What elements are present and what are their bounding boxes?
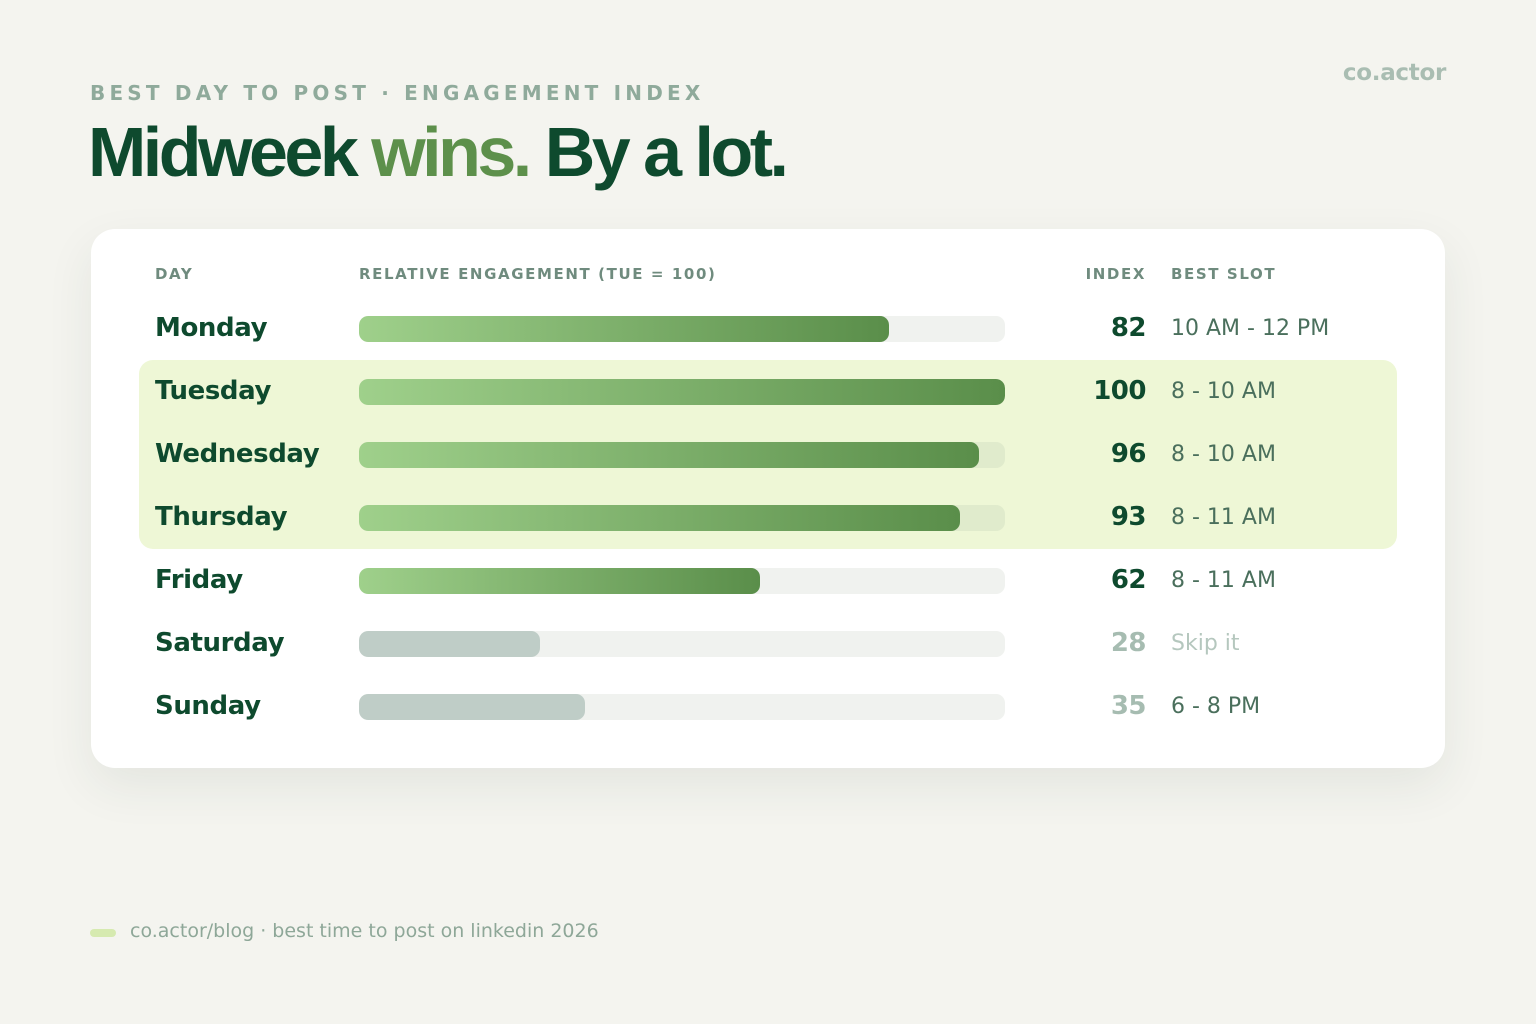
- table-row: Sunday 35 6 - 8 PM: [139, 675, 1397, 738]
- table-row: Wednesday 96 8 - 10 AM: [139, 423, 1397, 486]
- bar-track: [359, 379, 1005, 405]
- bar-track: [359, 442, 1005, 468]
- table-row: Friday 62 8 - 11 AM: [139, 549, 1397, 612]
- footer-pill-icon: [90, 929, 116, 937]
- index-value: 93: [1110, 502, 1147, 532]
- engagement-bar: [359, 316, 889, 342]
- engagement-bar: [359, 505, 960, 531]
- engagement-bar: [359, 631, 540, 657]
- headline-part1: Midweek: [88, 113, 372, 191]
- day-label: Tuesday: [155, 376, 272, 406]
- column-header-best-slot: BEST SLOT: [1171, 265, 1277, 283]
- best-slot-value: 6 - 8 PM: [1171, 694, 1261, 719]
- bar-track: [359, 505, 1005, 531]
- brand-logo: co.actor: [1342, 60, 1446, 86]
- best-slot-value: 8 - 11 AM: [1171, 505, 1276, 530]
- day-label: Friday: [155, 565, 243, 595]
- index-value: 62: [1110, 565, 1147, 595]
- column-header-day: DAY: [155, 265, 194, 283]
- best-slot-value: 8 - 10 AM: [1171, 379, 1276, 404]
- day-label: Monday: [155, 313, 268, 343]
- table-row: Tuesday 100 8 - 10 AM: [139, 360, 1397, 423]
- headline-part2: By a lot.: [528, 113, 789, 191]
- column-header-relative-engagement: RELATIVE ENGAGEMENT (TUE = 100): [359, 265, 717, 283]
- index-value: 28: [1110, 628, 1147, 658]
- engagement-bar: [359, 379, 1005, 405]
- bar-track: [359, 316, 1005, 342]
- bar-track: [359, 568, 1005, 594]
- headline: Midweek wins. By a lot.: [88, 112, 789, 192]
- best-slot-value: 10 AM - 12 PM: [1171, 316, 1330, 341]
- headline-accent: wins.: [371, 113, 532, 191]
- day-label: Saturday: [155, 628, 285, 658]
- table-row: Saturday 28 Skip it: [139, 612, 1397, 675]
- index-value: 82: [1110, 313, 1147, 343]
- table-row: Monday 82 10 AM - 12 PM: [139, 297, 1397, 360]
- footer-source: co.actor/blog · best time to post on lin…: [130, 920, 599, 942]
- column-header-index: INDEX: [1085, 265, 1146, 283]
- day-label: Wednesday: [155, 439, 320, 469]
- day-label: Sunday: [155, 691, 261, 721]
- bar-track: [359, 631, 1005, 657]
- index-value: 100: [1093, 376, 1146, 406]
- index-value: 96: [1110, 439, 1147, 469]
- table-row: Thursday 93 8 - 11 AM: [139, 486, 1397, 549]
- index-value: 35: [1110, 691, 1147, 721]
- engagement-bar: [359, 568, 760, 594]
- eyebrow-label: BEST DAY TO POST · ENGAGEMENT INDEX: [90, 81, 705, 105]
- engagement-bar: [359, 694, 585, 720]
- day-label: Thursday: [155, 502, 288, 532]
- best-slot-value: 8 - 10 AM: [1171, 442, 1276, 467]
- best-slot-value: Skip it: [1171, 631, 1240, 656]
- bar-track: [359, 694, 1005, 720]
- engagement-bar: [359, 442, 979, 468]
- best-slot-value: 8 - 11 AM: [1171, 568, 1276, 593]
